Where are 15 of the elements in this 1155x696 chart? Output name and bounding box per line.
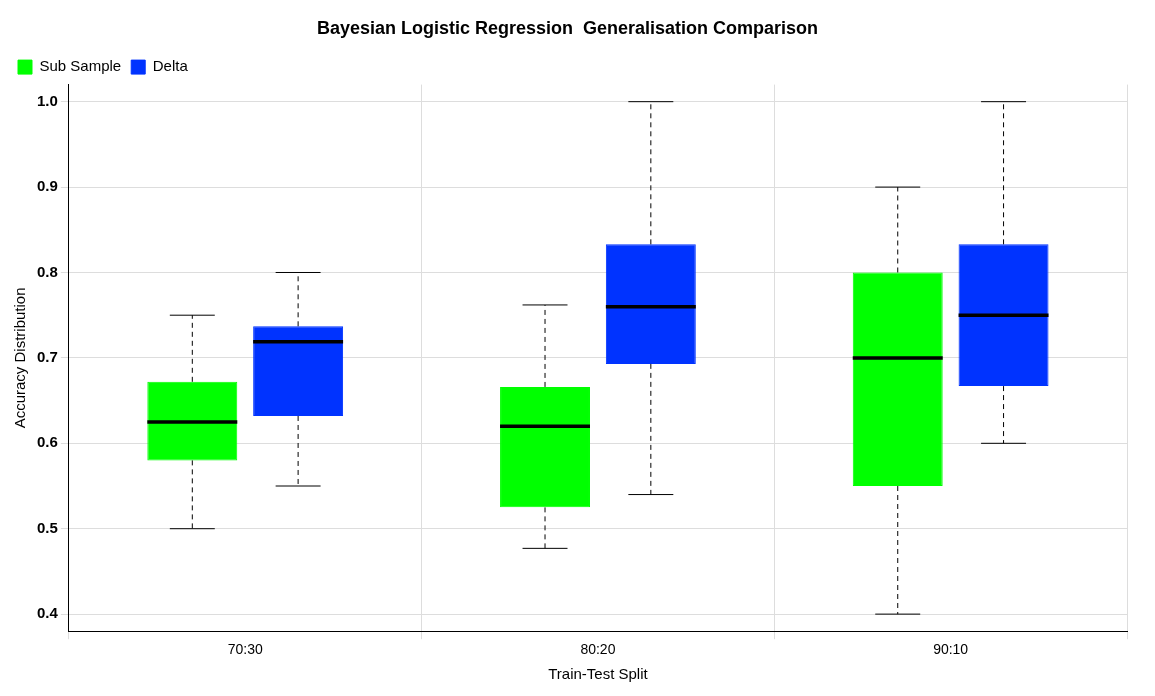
y-axis-title: Accuracy Distribution [11, 287, 29, 429]
y-tick-label: 0.5 [36, 518, 58, 536]
y-tick-label: 0.4 [36, 604, 59, 622]
y-tick-label: 0.6 [36, 433, 58, 451]
y-tick-label: 0.8 [36, 262, 58, 280]
legend-label: Delta [152, 57, 189, 75]
legend-label: Sub Sample [39, 57, 122, 75]
x-tick-label: 70:30 [227, 641, 263, 658]
y-tick-label: 0.9 [36, 177, 58, 195]
x-tick-label: 90:10 [933, 641, 969, 658]
y-tick-label: 0.7 [36, 348, 58, 366]
x-axis-title: Train-Test Split [548, 665, 649, 683]
chart-title: Bayesian Logistic Regression Generalisation Comparison [316, 17, 819, 38]
y-tick-label: 1.0 [36, 91, 58, 109]
x-tick-label: 80:20 [580, 641, 616, 658]
